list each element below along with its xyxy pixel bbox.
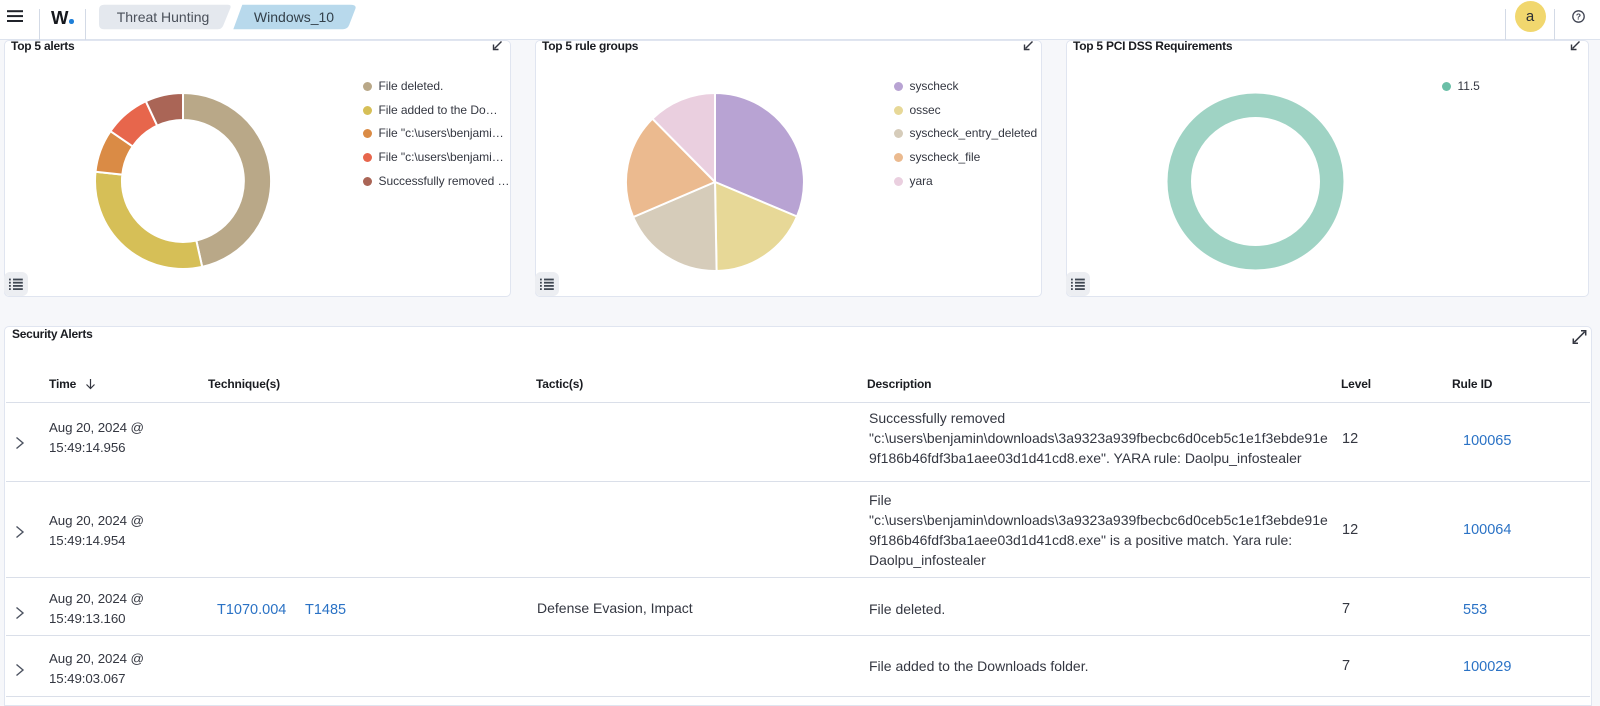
svg-text:Threat Hunting: Threat Hunting [117, 9, 210, 25]
svg-text:?: ? [1576, 12, 1581, 22]
svg-text:Windows_10: Windows_10 [254, 9, 334, 25]
